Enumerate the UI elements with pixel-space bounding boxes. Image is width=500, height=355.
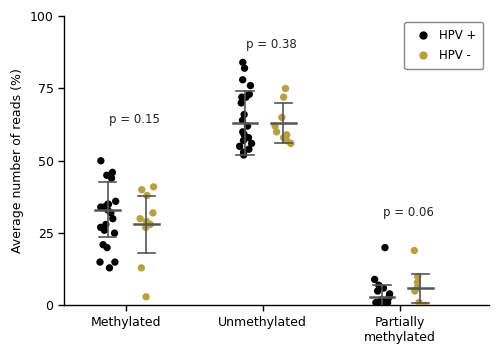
- Point: [411, 288, 419, 294]
- Point: [142, 294, 150, 300]
- Point: [239, 129, 247, 135]
- Point: [282, 132, 290, 138]
- Point: [99, 242, 107, 247]
- Point: [372, 300, 380, 305]
- Point: [416, 302, 424, 308]
- Point: [240, 149, 248, 155]
- Point: [272, 129, 280, 135]
- Point: [142, 224, 150, 230]
- Point: [111, 259, 119, 265]
- Point: [110, 230, 118, 236]
- Legend: HPV +, HPV -: HPV +, HPV -: [404, 22, 483, 69]
- Point: [421, 302, 429, 308]
- Point: [244, 123, 252, 129]
- Point: [382, 302, 390, 308]
- Point: [244, 135, 252, 141]
- Point: [145, 222, 153, 227]
- Point: [240, 65, 248, 71]
- Point: [242, 94, 250, 100]
- Point: [278, 115, 286, 120]
- Point: [413, 285, 421, 291]
- Point: [106, 265, 114, 271]
- Point: [378, 297, 386, 302]
- Point: [245, 146, 253, 152]
- Point: [112, 198, 120, 204]
- Point: [384, 297, 392, 302]
- Point: [386, 294, 394, 300]
- Point: [374, 288, 382, 294]
- Point: [416, 302, 424, 308]
- Point: [381, 245, 389, 250]
- Point: [149, 210, 157, 216]
- Point: [138, 187, 146, 192]
- Point: [271, 123, 279, 129]
- Point: [414, 279, 422, 285]
- Point: [370, 277, 378, 282]
- Point: [240, 152, 248, 158]
- Point: [237, 100, 245, 106]
- Point: [108, 175, 116, 181]
- Point: [386, 291, 394, 297]
- Text: p = 0.06: p = 0.06: [384, 206, 434, 219]
- Point: [104, 201, 112, 207]
- Point: [107, 210, 115, 216]
- Point: [108, 170, 116, 175]
- Point: [146, 222, 154, 227]
- Point: [240, 132, 248, 138]
- Point: [102, 222, 110, 227]
- Point: [96, 224, 104, 230]
- Point: [96, 259, 104, 265]
- Point: [414, 274, 422, 279]
- Point: [378, 302, 386, 308]
- Point: [138, 265, 145, 271]
- Point: [246, 83, 254, 88]
- Y-axis label: Average number of reads (%): Average number of reads (%): [11, 69, 24, 253]
- Point: [97, 158, 105, 164]
- Point: [143, 193, 151, 198]
- Point: [238, 118, 246, 123]
- Point: [282, 138, 290, 143]
- Point: [378, 302, 386, 308]
- Point: [375, 282, 383, 288]
- Point: [248, 141, 256, 146]
- Point: [415, 300, 423, 305]
- Point: [97, 204, 105, 210]
- Point: [282, 86, 290, 91]
- Point: [239, 60, 247, 65]
- Point: [136, 216, 144, 222]
- Point: [150, 184, 158, 190]
- Point: [104, 201, 112, 207]
- Point: [410, 248, 418, 253]
- Text: p = 0.38: p = 0.38: [246, 38, 297, 51]
- Point: [240, 112, 248, 118]
- Point: [142, 219, 150, 224]
- Point: [100, 204, 108, 210]
- Point: [246, 91, 254, 97]
- Point: [287, 141, 295, 146]
- Point: [103, 173, 111, 178]
- Point: [240, 138, 248, 143]
- Point: [238, 94, 246, 100]
- Point: [384, 300, 392, 305]
- Point: [104, 207, 112, 213]
- Point: [100, 228, 108, 233]
- Point: [421, 302, 429, 308]
- Point: [236, 143, 244, 149]
- Point: [416, 302, 424, 308]
- Point: [380, 285, 388, 291]
- Point: [109, 216, 117, 222]
- Point: [280, 135, 287, 141]
- Point: [103, 245, 111, 250]
- Text: p = 0.15: p = 0.15: [109, 113, 160, 126]
- Point: [238, 77, 246, 83]
- Point: [280, 94, 287, 100]
- Point: [375, 300, 383, 305]
